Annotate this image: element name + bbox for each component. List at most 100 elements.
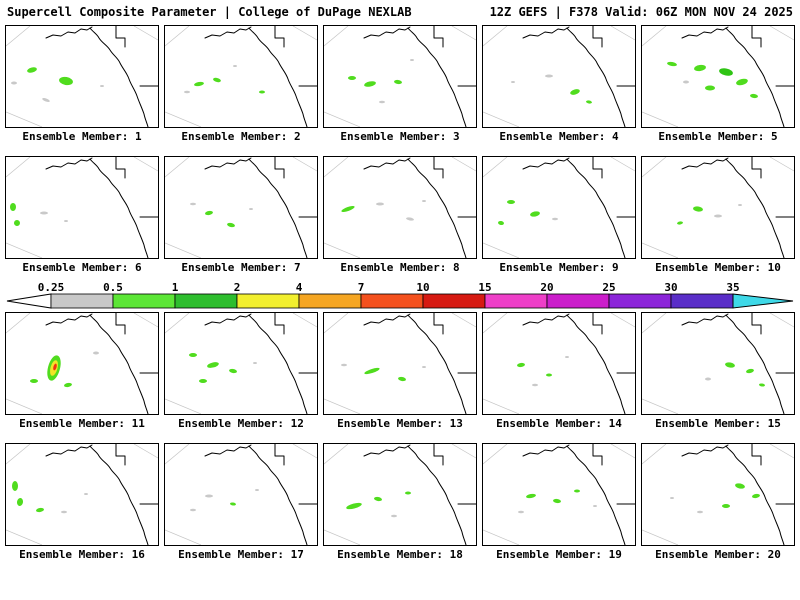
ensemble-member-label: Ensemble Member: 6 [22,261,142,274]
map-canvas [483,157,635,258]
model-run-info: 12Z GEFS | F378 Valid: 06Z MON NOV 24 20… [489,5,793,19]
ensemble-member-label: Ensemble Member: 12 [178,417,304,430]
parameter-blob [517,362,525,368]
parameter-blob [255,489,259,491]
map-canvas [165,157,317,258]
parameter-blob [190,508,196,512]
map-panel [164,25,318,128]
map-canvas [642,157,794,258]
parameter-blob [586,100,592,104]
ensemble-panel: Ensemble Member: 12 [164,312,318,431]
parameter-blob [10,203,16,211]
parameter-blob [341,363,347,367]
colorbar: 0.25 0.5 1 2 4 7 10 15 20 25 30 35 [6,281,794,309]
ensemble-panel: Ensemble Member: 19 [482,443,636,562]
map-panel [164,443,318,546]
parameter-blob [546,373,552,377]
ensemble-member-label: Ensemble Member: 3 [340,130,460,143]
parameter-blob [227,222,235,228]
colorbar-tick-label: 4 [296,281,303,294]
parameter-blob [410,59,414,61]
parameter-blob [405,491,411,495]
parameter-blob [735,483,745,489]
parameter-blob [722,504,730,508]
ensemble-member-label: Ensemble Member: 2 [181,130,301,143]
colorbar-tick-label: 7 [358,281,365,294]
parameter-blob [736,78,748,86]
parameter-blob [683,80,689,84]
parameter-blob [705,85,715,91]
parameter-blob [746,368,754,374]
map-canvas [483,313,635,414]
map-panel [164,312,318,415]
parameter-blob [64,220,68,222]
parameter-blob [705,377,711,381]
parameter-blob [30,379,38,383]
map-panel [164,156,318,259]
parameter-blob [507,200,515,204]
map-row: Ensemble Member: 1 Ensemble Member: 2 Ense… [5,25,795,144]
ensemble-panel: Ensemble Member: 16 [5,443,159,562]
parameter-blob [40,211,48,215]
parameter-blob [593,505,597,507]
ensemble-member-label: Ensemble Member: 14 [496,417,622,430]
map-panel [5,443,159,546]
ensemble-panel: Ensemble Member: 18 [323,443,477,562]
parameter-blob [84,493,88,495]
parameter-blob [574,489,580,493]
parameter-blob [379,100,385,104]
parameter-blob [545,74,553,78]
ensemble-panel: Ensemble Member: 4 [482,25,636,144]
map-panel [641,443,795,546]
parameter-blob [374,496,382,502]
map-canvas [483,444,635,545]
parameter-blob [36,507,44,513]
map-canvas [6,444,158,545]
parameter-blob [27,67,37,73]
parameter-blob [738,204,742,206]
parameter-blob [394,79,402,85]
parameter-blob [422,200,426,202]
map-canvas [483,26,635,127]
parameter-blob [511,81,515,83]
parameter-blob [348,76,356,80]
ensemble-panel: Ensemble Member: 2 [164,25,318,144]
map-panel [641,156,795,259]
ensemble-member-label: Ensemble Member: 18 [337,548,463,561]
page: Supercell Composite Parameter | College … [5,5,795,562]
parameter-blob [406,217,414,221]
ensemble-panel: Ensemble Member: 20 [641,443,795,562]
ensemble-member-label: Ensemble Member: 8 [340,261,460,274]
ensemble-member-label: Ensemble Member: 20 [655,548,781,561]
parameter-blob [42,98,50,102]
map-canvas [324,444,476,545]
map-panel [323,312,477,415]
parameter-blob [391,514,397,518]
parameter-blob [693,206,703,212]
ensemble-panel: Ensemble Member: 3 [323,25,477,144]
parameter-blob [61,510,67,514]
ensemble-panel: Ensemble Member: 6 [5,156,159,275]
ensemble-member-label: Ensemble Member: 15 [655,417,781,430]
parameter-blob [14,220,20,226]
parameter-blob [719,68,733,76]
parameter-blob [364,81,376,87]
parameter-blob [759,383,765,387]
map-canvas [6,157,158,258]
parameter-blob [194,81,204,87]
colorbar-tick-label: 1 [172,281,179,294]
colorbar-tick-label: 2 [234,281,241,294]
parameter-blob [189,353,197,357]
map-canvas [324,157,476,258]
parameter-blob [230,502,236,506]
parameter-blob [249,208,253,210]
map-panel [5,312,159,415]
parameter-blob [422,366,426,368]
map-panel [5,156,159,259]
parameter-blob [184,90,190,94]
ensemble-panel: Ensemble Member: 17 [164,443,318,562]
parameter-blob [677,221,683,225]
map-row: Ensemble Member: 11 Ensemble Member: 12 En… [5,312,795,431]
parameter-blob [376,202,384,206]
parameter-blob [530,211,540,217]
